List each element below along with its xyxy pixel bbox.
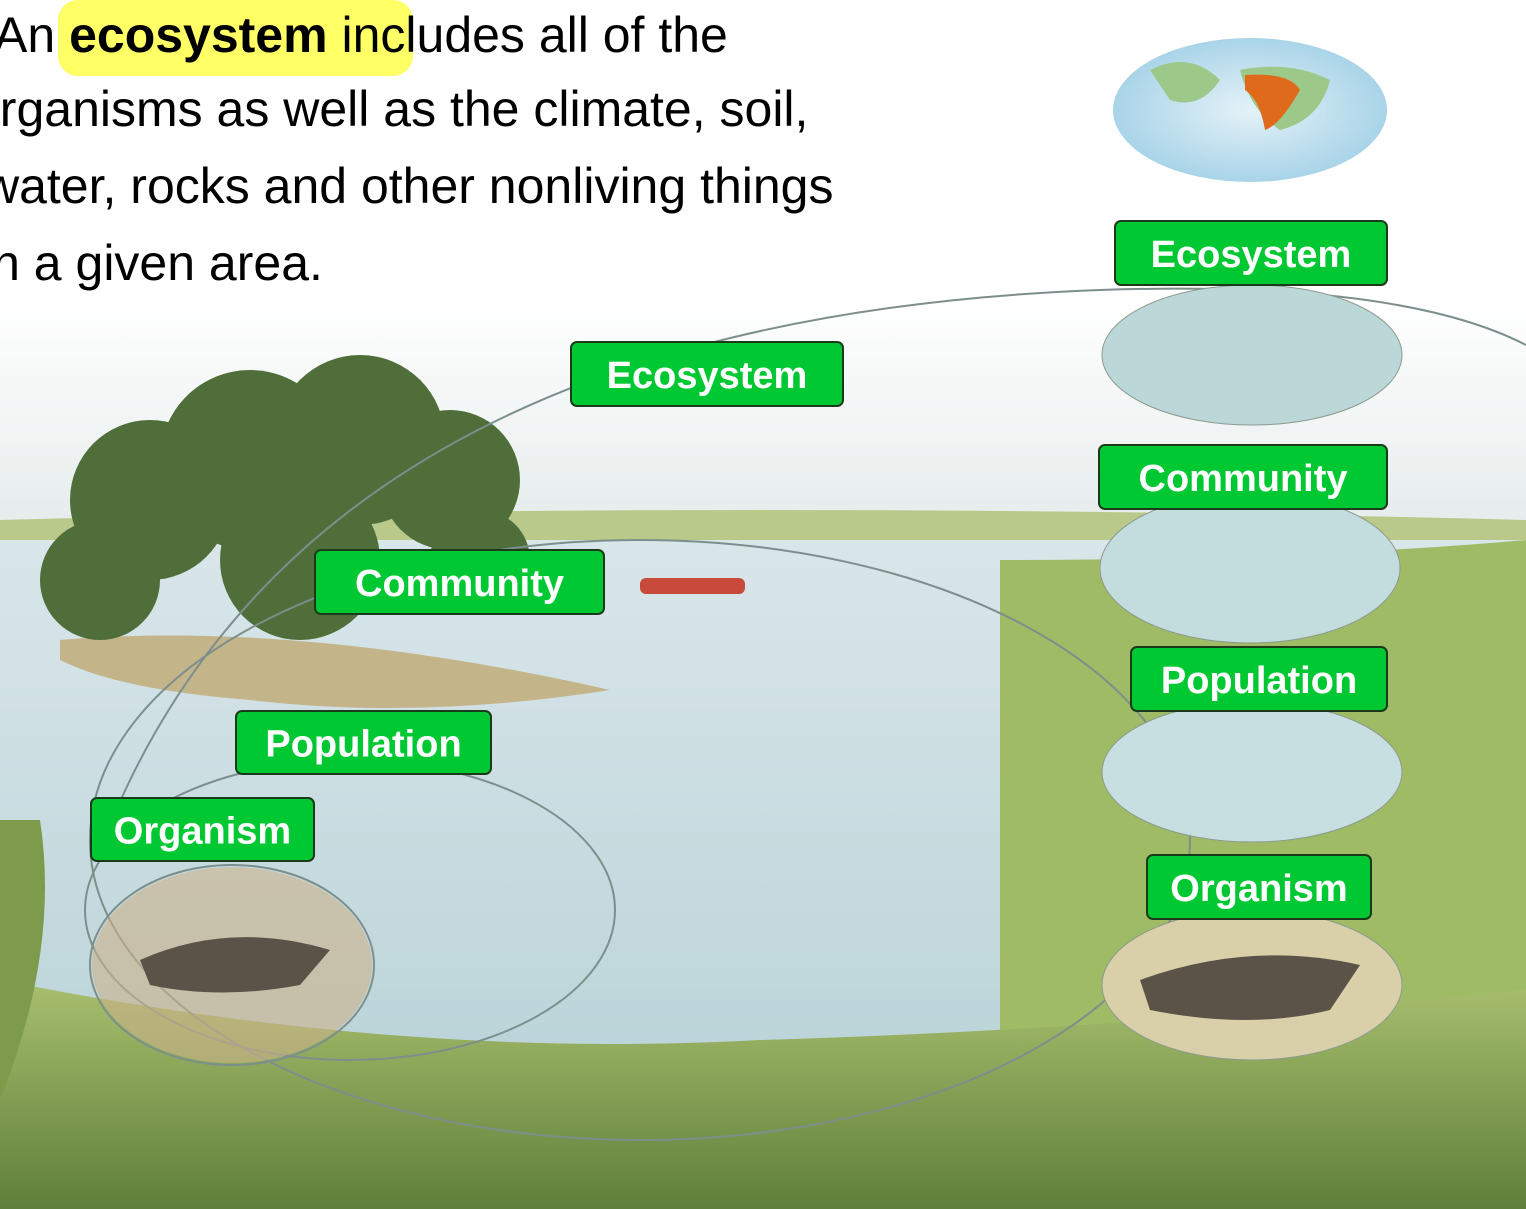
community-circle	[1100, 493, 1400, 643]
level-label: Organism	[114, 811, 291, 853]
level-label: Ecosystem	[607, 355, 808, 397]
level-label: Community	[1139, 458, 1348, 500]
intro-line: organisms as well as the climate, soil,	[0, 81, 808, 137]
slide: An ecosystem includes all of the organis…	[0, 0, 1526, 1209]
intro-term: ecosystem	[69, 7, 328, 63]
intro-line: in a given area.	[0, 235, 323, 291]
intro-line: water, rocks and other nonliving things	[0, 158, 834, 214]
page: An ecosystem includes all of the organis…	[0, 0, 1526, 1209]
level-label: Organism	[1170, 868, 1347, 910]
population-circle	[1102, 702, 1402, 842]
intro-lead: An	[0, 7, 55, 63]
intro-rest: includes all of the	[341, 7, 727, 63]
level-label: Ecosystem	[1151, 234, 1352, 276]
intro-line: An ecosystem includes all of the	[0, 7, 728, 63]
level-label: Community	[355, 563, 564, 605]
boat	[640, 578, 745, 594]
level-label: Population	[265, 724, 461, 766]
level-label: Population	[1161, 660, 1357, 702]
ecosystem-circle	[1102, 285, 1402, 425]
globe	[1113, 38, 1387, 182]
